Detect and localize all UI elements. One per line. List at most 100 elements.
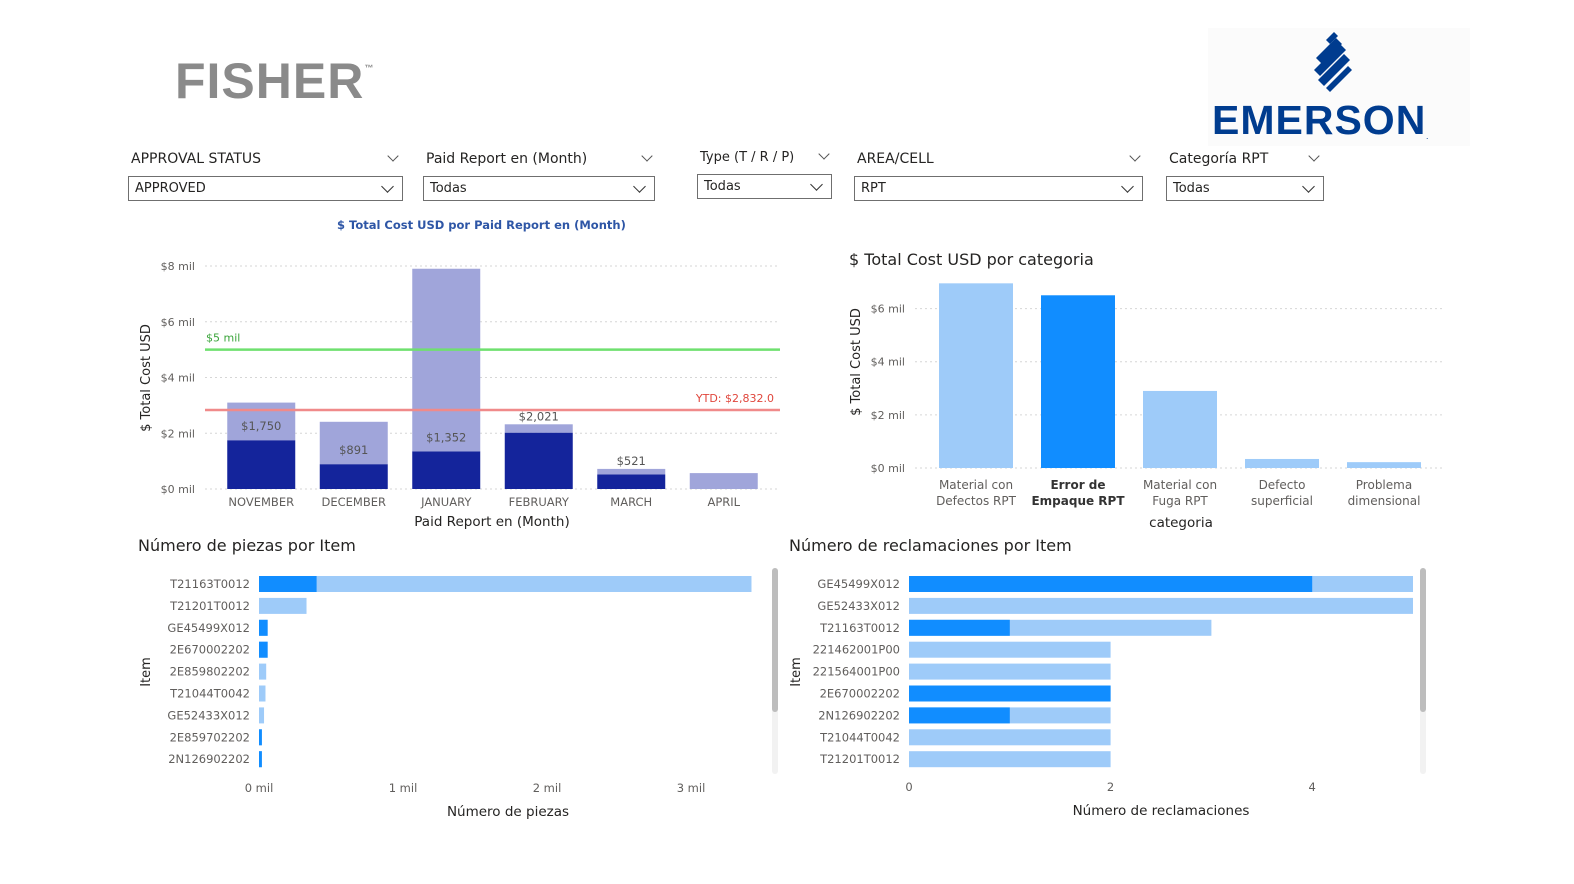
x-tick-label: Empaque RPT [1031, 494, 1125, 508]
x-tick-label: 4 [1309, 780, 1316, 794]
y-tick-label: $8 mil [161, 260, 195, 273]
slicer-area-cell[interactable]: RPT [854, 176, 1143, 201]
x-tick-label: 2 [1107, 780, 1114, 794]
y-tick-label: 2E859702202 [170, 730, 250, 744]
scrollbar-thumb [772, 568, 778, 712]
y-tick-label: $6 mil [161, 316, 195, 329]
bar [1143, 390, 1217, 468]
bar-segment [319, 464, 388, 489]
chevron-down-icon[interactable] [1308, 150, 1320, 162]
bar [909, 641, 1111, 658]
x-tick-label: MARCH [610, 495, 652, 509]
chevron-down-icon[interactable] [641, 150, 653, 162]
bar-segment [597, 468, 666, 475]
data-label: $1,352 [426, 430, 466, 444]
bar [259, 597, 307, 614]
chart-claims-by-item[interactable]: GE45499X012 GE52433X012 T21163T0012 2214620… [785, 560, 1435, 820]
reference-line-label: $5 mil [206, 332, 240, 345]
y-tick-label: $2 mil [871, 409, 905, 422]
chevron-down-icon [633, 179, 646, 193]
chart-pieces-by-item[interactable]: T21163T0012 T21201T0012 GE45499X012 2E67000… [130, 560, 790, 820]
y-tick-label: $0 mil [871, 462, 905, 475]
chart-cost-by-category[interactable]: $0 mil $2 mil $4 mil $6 mil Material con Defe… [845, 272, 1455, 534]
y-tick-label: $4 mil [161, 372, 195, 385]
y-tick-label: 2N126902202 [168, 752, 250, 766]
emerson-logo: EMERSON. [1208, 28, 1470, 146]
chart-cost-by-month[interactable]: $0 mil $2 mil $4 mil $6 mil $8 mil $1,750 NOVE… [130, 236, 790, 536]
y-tick-label: GE45499X012 [167, 621, 250, 635]
x-tick-label: Material con [939, 478, 1013, 492]
bar-segment [504, 432, 573, 489]
chevron-down-icon[interactable] [818, 148, 830, 160]
y-tick-label: 221564001P00 [813, 665, 900, 679]
y-tick-label: 221462001P00 [813, 643, 900, 657]
bar-segment [319, 421, 388, 465]
bar-highlight [909, 576, 1313, 592]
bar [259, 685, 266, 702]
bar [909, 751, 1111, 768]
chevron-down-icon[interactable] [387, 150, 399, 162]
slicer-approval-status[interactable]: APPROVED [128, 176, 403, 201]
chart-title-claims-by-item: Número de reclamaciones por Item [789, 536, 1072, 555]
slicer-value: Todas [1173, 181, 1210, 196]
y-tick-label: 2E859802202 [170, 665, 250, 679]
chevron-down-icon [1302, 179, 1315, 193]
bar-highlight [259, 729, 262, 746]
slicer-value: Todas [430, 181, 467, 196]
y-axis-title: $ Total Cost USD [139, 324, 154, 432]
x-axis-title: Número de piezas [447, 804, 569, 820]
y-tick-label: $2 mil [161, 427, 195, 440]
y-axis-title: Item [789, 657, 804, 687]
chart-title-cost-by-category: $ Total Cost USD por categoria [849, 250, 1094, 269]
x-tick-label: Defectos RPT [936, 494, 1017, 508]
y-tick-label: T21044T0042 [819, 730, 900, 744]
x-axis-title: Paid Report en (Month) [414, 514, 569, 530]
y-tick-label: 2E670002202 [170, 643, 250, 657]
bar [939, 283, 1013, 468]
y-axis-title: $ Total Cost USD [849, 308, 864, 416]
chart-title-cost-by-month: $ Total Cost USD por Paid Report en (Mon… [337, 218, 626, 232]
bar-highlight [259, 576, 317, 592]
chart-title-pieces-by-item: Número de piezas por Item [138, 536, 356, 555]
x-axis-title: categoria [1149, 515, 1213, 531]
x-tick-label: Problema [1356, 478, 1412, 492]
fisher-logo-text: FISHER [175, 53, 365, 109]
x-tick-label: 0 mil [245, 781, 274, 795]
x-tick-label: dimensional [1348, 494, 1421, 508]
chevron-down-icon[interactable] [1129, 150, 1141, 162]
bar-segment [227, 440, 296, 489]
x-tick-label: NOVEMBER [228, 495, 294, 509]
x-tick-label: FEBRUARY [509, 495, 570, 509]
bar [909, 663, 1111, 680]
y-tick-label: GE52433X012 [817, 599, 900, 613]
y-tick-label: GE45499X012 [817, 577, 900, 591]
slicer-title-area-cell: AREA/CELL [857, 151, 934, 167]
bar-segment [412, 268, 481, 452]
x-tick-label: 2 mil [533, 781, 562, 795]
slicer-title-approval-status: APPROVAL STATUS [131, 151, 261, 167]
y-tick-label: $4 mil [871, 356, 905, 369]
x-tick-label: superficial [1251, 494, 1313, 508]
x-tick-label: 0 [905, 780, 912, 794]
reference-line-label: YTD: $2,832.0 [695, 392, 774, 405]
slicer-type[interactable]: Todas [697, 174, 832, 199]
slicer-categoria-rpt[interactable]: Todas [1166, 176, 1324, 201]
slicer-value: APPROVED [135, 181, 206, 196]
data-label: $1,750 [241, 419, 281, 433]
x-tick-label: DECEMBER [322, 495, 387, 509]
slicer-paid-report-month[interactable]: Todas [423, 176, 655, 201]
emerson-emblem-icon [1314, 32, 1352, 92]
fisher-tm: ™ [364, 63, 375, 73]
chevron-down-icon [810, 177, 823, 191]
emerson-name: EMERSON [1212, 97, 1427, 143]
data-label: $891 [339, 443, 368, 457]
data-label: $521 [617, 454, 646, 468]
slicer-title-paid-report-month: Paid Report en (Month) [426, 151, 588, 167]
bar [909, 729, 1111, 746]
bar [259, 576, 752, 592]
x-tick-label: Material con [1143, 478, 1217, 492]
y-tick-label: T21163T0012 [169, 577, 250, 591]
y-tick-label: T21044T0042 [169, 687, 250, 701]
bar [909, 597, 1413, 614]
x-tick-label: Error de [1050, 478, 1105, 492]
